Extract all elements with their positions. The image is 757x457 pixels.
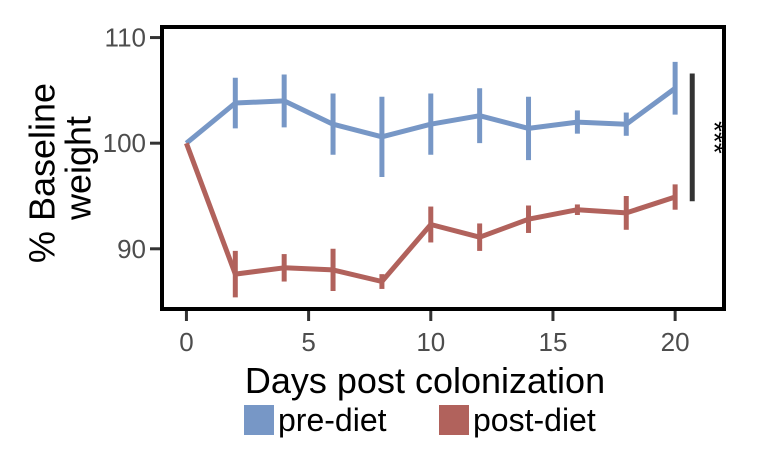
series-layer <box>184 61 678 298</box>
legend-swatch-post-diet <box>439 405 469 435</box>
legend: pre-diet post-diet <box>244 402 596 438</box>
plot-frame <box>160 25 726 311</box>
legend-swatch-pre-diet <box>244 405 274 435</box>
axis-layer: 0 5 10 15 20 90 100 110 <box>103 23 690 357</box>
legend-label-post-diet: post-diet <box>473 402 596 438</box>
y-tick-label: 110 <box>105 23 146 53</box>
y-tick-label: 90 <box>117 234 146 264</box>
x-tick-label: 10 <box>416 327 445 357</box>
y-axis-title-line-1: % Baseline <box>21 83 62 263</box>
annotation-layer: *** <box>689 73 730 202</box>
x-tick-label: 15 <box>538 327 567 357</box>
y-axis-title-line-2: weight <box>57 116 98 221</box>
x-tick-label: 5 <box>301 327 315 357</box>
legend-label-pre-diet: pre-diet <box>278 402 387 438</box>
x-tick-label: 20 <box>661 327 690 357</box>
y-axis-title: % Baseline weight <box>21 73 98 263</box>
x-axis-title: Days post colonization <box>245 360 605 401</box>
y-tick-label: 100 <box>103 128 146 158</box>
x-tick-label: 0 <box>179 327 193 357</box>
significance-label: *** <box>699 121 730 154</box>
